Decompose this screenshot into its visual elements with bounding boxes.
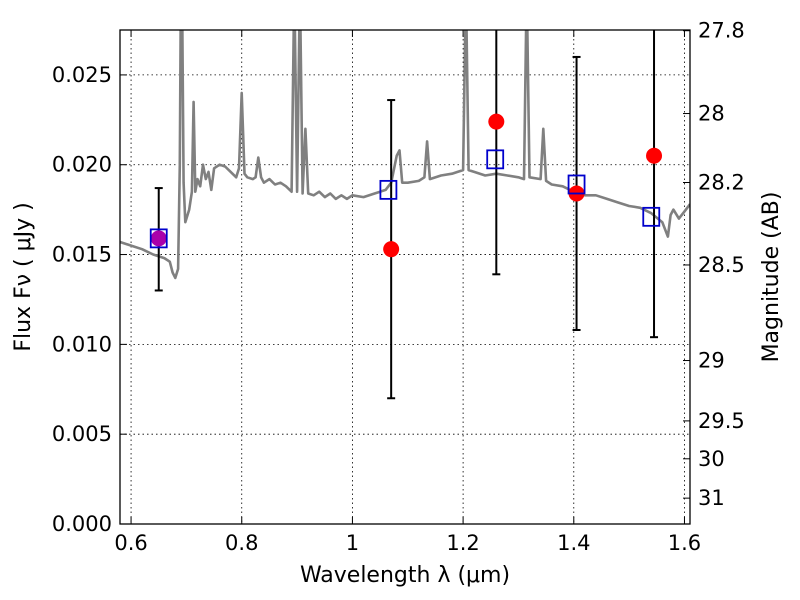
right-tick-label: 29	[698, 349, 725, 373]
right-tick-label: 28.2	[698, 171, 745, 195]
right-tick-label: 28	[698, 102, 725, 126]
plot-frame	[119, 29, 691, 525]
x-axis-title: Wavelength λ (μm)	[300, 563, 510, 588]
x-tick-label: 1.6	[668, 531, 701, 555]
right-tick-label: 29.5	[698, 409, 745, 433]
plot-background	[120, 30, 690, 524]
model-point	[642, 206, 661, 227]
observed-point	[488, 113, 505, 130]
model-spectrum-line	[120, 30, 690, 280]
observed-point	[646, 147, 663, 164]
right-axis-title: Magnitude (AB)	[759, 192, 784, 363]
right-tick-label: 27.8	[698, 19, 745, 43]
x-tick-label: 0.8	[225, 531, 258, 555]
x-tick-label: 1	[346, 531, 359, 555]
right-tick-label: 28.5	[698, 253, 745, 277]
y-tick-label: 0.000	[52, 512, 112, 536]
x-tick-label: 1.2	[446, 531, 479, 555]
right-tick-label: 31	[698, 486, 725, 510]
observed-point	[150, 230, 167, 247]
model-point	[149, 228, 168, 249]
model-point	[379, 179, 398, 200]
x-tick-label: 0.6	[114, 531, 147, 555]
model-point	[567, 174, 586, 195]
y-tick-label: 0.005	[52, 422, 112, 446]
tick-labels: 0.6 0.8 1 1.2 1.4 1.6 0.000 0.005 0.010 0.015 0.02…	[52, 19, 745, 555]
y-axis-title: Flux Fν ( μJy )	[11, 202, 36, 351]
y-tick-label: 0.010	[52, 332, 112, 356]
axis-ticks	[120, 30, 690, 525]
model-point	[486, 149, 505, 170]
y-tick-label: 0.025	[52, 63, 112, 87]
y-tick-label: 0.015	[52, 243, 112, 267]
x-tick-label: 1.4	[557, 531, 590, 555]
model-spectrum	[120, 30, 690, 280]
observed-point	[383, 241, 400, 258]
data-markers	[149, 113, 663, 258]
y-tick-label: 0.020	[52, 153, 112, 177]
right-tick-label: 30	[698, 447, 725, 471]
